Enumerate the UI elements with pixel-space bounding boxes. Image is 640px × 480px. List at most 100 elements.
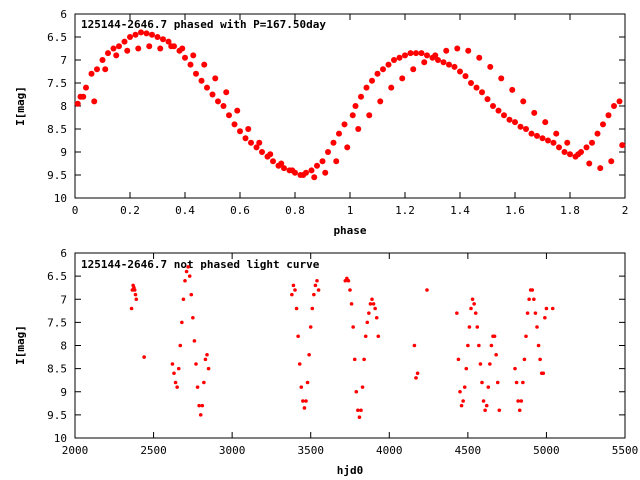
unphased-chart-data-point [535, 325, 539, 329]
unphased-chart-data-point [467, 325, 472, 329]
unphased-chart-data-point [489, 343, 494, 348]
phased-chart-data-point [556, 144, 562, 151]
phased-chart-data-point [377, 98, 384, 105]
phased-chart-data-point [506, 116, 513, 123]
phased-chart-x-tick-label: 1 [347, 204, 354, 217]
phased-chart-data-point [413, 50, 419, 57]
unphased-chart-data-point [461, 399, 465, 403]
phased-chart-data-point [564, 139, 571, 146]
phased-chart-data-point [575, 151, 582, 158]
phased-chart-data-point [446, 61, 452, 68]
unphased-chart-data-point [133, 292, 138, 297]
phased-chart-data-point [256, 139, 263, 146]
phased-chart-data-point [234, 107, 241, 114]
phased-chart-data-point [308, 167, 315, 174]
unphased-chart-y-tick-label: 8 [60, 340, 67, 353]
unphased-chart-data-point [357, 415, 362, 419]
phased-chart-data-point [550, 139, 557, 146]
unphased-chart-data-point [550, 306, 555, 311]
unphased-chart-data-point [316, 288, 321, 292]
unphased-chart-data-point [530, 288, 535, 292]
phased-chart-data-point [363, 84, 370, 91]
phased-chart: 125144-2646.7 phased with P=167.50day ph… [14, 8, 628, 237]
unphased-chart-data-point [425, 288, 429, 292]
phased-chart-x-tick-label: 1.8 [560, 204, 580, 217]
unphased-chart-x-tick-label: 2500 [140, 444, 167, 457]
unphased-chart-data-point [315, 278, 319, 283]
unphased-chart-data-point [519, 399, 524, 403]
phased-chart-data-point [124, 47, 131, 54]
phased-chart-data-point [501, 112, 507, 119]
phased-chart-x-tick-label: 0.6 [230, 204, 250, 217]
phased-chart-xlabel: phase [333, 224, 366, 237]
unphased-chart-data-point [187, 274, 192, 278]
unphased-chart-data-point [205, 352, 209, 357]
phased-chart-data-point [220, 103, 227, 109]
phased-chart-data-point [399, 75, 406, 82]
phased-chart-data-point [374, 70, 381, 77]
unphased-chart-data-point [362, 357, 366, 362]
phased-chart-data-point [157, 45, 164, 52]
phased-chart-data-point [597, 165, 604, 172]
phased-chart-data-point [168, 43, 175, 50]
phased-chart-data-point [322, 169, 329, 176]
phased-chart-data-point [523, 126, 529, 132]
unphased-chart-points [129, 265, 555, 419]
phased-chart-data-point [281, 165, 287, 172]
phased-chart-data-point [380, 66, 386, 73]
phased-chart-data-point [520, 98, 527, 105]
phased-chart-data-point [498, 75, 505, 82]
unphased-chart-data-point [202, 380, 206, 385]
unphased-chart-y-tick-label: 10 [54, 432, 67, 445]
phased-chart-y-tick-label: 6 [60, 8, 67, 21]
unphased-chart-data-point [304, 399, 308, 403]
phased-chart-data-point [201, 61, 208, 68]
unphased-chart-data-point [348, 288, 352, 292]
phased-chart-data-point [187, 61, 194, 68]
unphased-chart-data-point [527, 297, 531, 302]
phased-chart-y-tick-label: 9 [60, 146, 67, 159]
phased-chart-data-point [473, 84, 480, 91]
phased-chart-data-point [349, 112, 356, 119]
phased-chart-data-point [517, 123, 524, 130]
unphased-chart-data-point [536, 343, 541, 348]
unphased-chart-data-point [478, 362, 483, 366]
unphased-chart-data-point [480, 380, 484, 385]
unphased-chart-data-point [459, 403, 464, 408]
unphased-chart-data-point [290, 292, 294, 297]
phased-chart-data-point [300, 172, 307, 178]
unphased-chart-data-point [466, 343, 470, 348]
phased-chart-data-point [512, 119, 518, 126]
phased-chart-data-point [91, 98, 98, 105]
phased-chart-data-point [509, 86, 516, 93]
unphased-chart-data-point [307, 352, 311, 357]
phased-chart-data-point [94, 66, 100, 73]
unphased-chart-y-tick-label: 9.5 [47, 409, 67, 422]
phased-chart-data-point [594, 130, 601, 137]
phased-chart-data-point [561, 149, 568, 155]
phased-chart-y-tick-label: 7.5 [47, 77, 67, 90]
phased-chart-data-point [605, 112, 612, 119]
phased-chart-data-point [80, 93, 87, 100]
unphased-chart-data-point [541, 371, 546, 376]
unphased-chart-data-point [192, 339, 197, 343]
phased-chart-data-point [454, 45, 461, 52]
unphased-chart-data-point [484, 403, 489, 408]
phased-chart-data-point [462, 73, 469, 80]
unphased-chart: 125144-2646.7 not phased light curve hjd… [14, 247, 638, 477]
phased-chart-data-point [402, 52, 408, 59]
unphased-chart-data-point [473, 311, 478, 315]
phased-chart-data-point [116, 43, 122, 50]
unphased-chart-data-point [296, 334, 300, 339]
phased-chart-data-point [132, 31, 139, 38]
unphased-chart-data-point [469, 306, 473, 311]
phased-chart-data-point [270, 158, 276, 165]
unphased-chart-data-point [544, 306, 549, 311]
unphased-chart-data-point [368, 302, 373, 306]
unphased-chart-data-point [532, 297, 536, 302]
unphased-chart-data-point [477, 343, 481, 348]
unphased-chart-data-point [522, 357, 527, 362]
unphased-chart-data-point [175, 385, 179, 389]
phased-chart-data-point [344, 144, 351, 151]
